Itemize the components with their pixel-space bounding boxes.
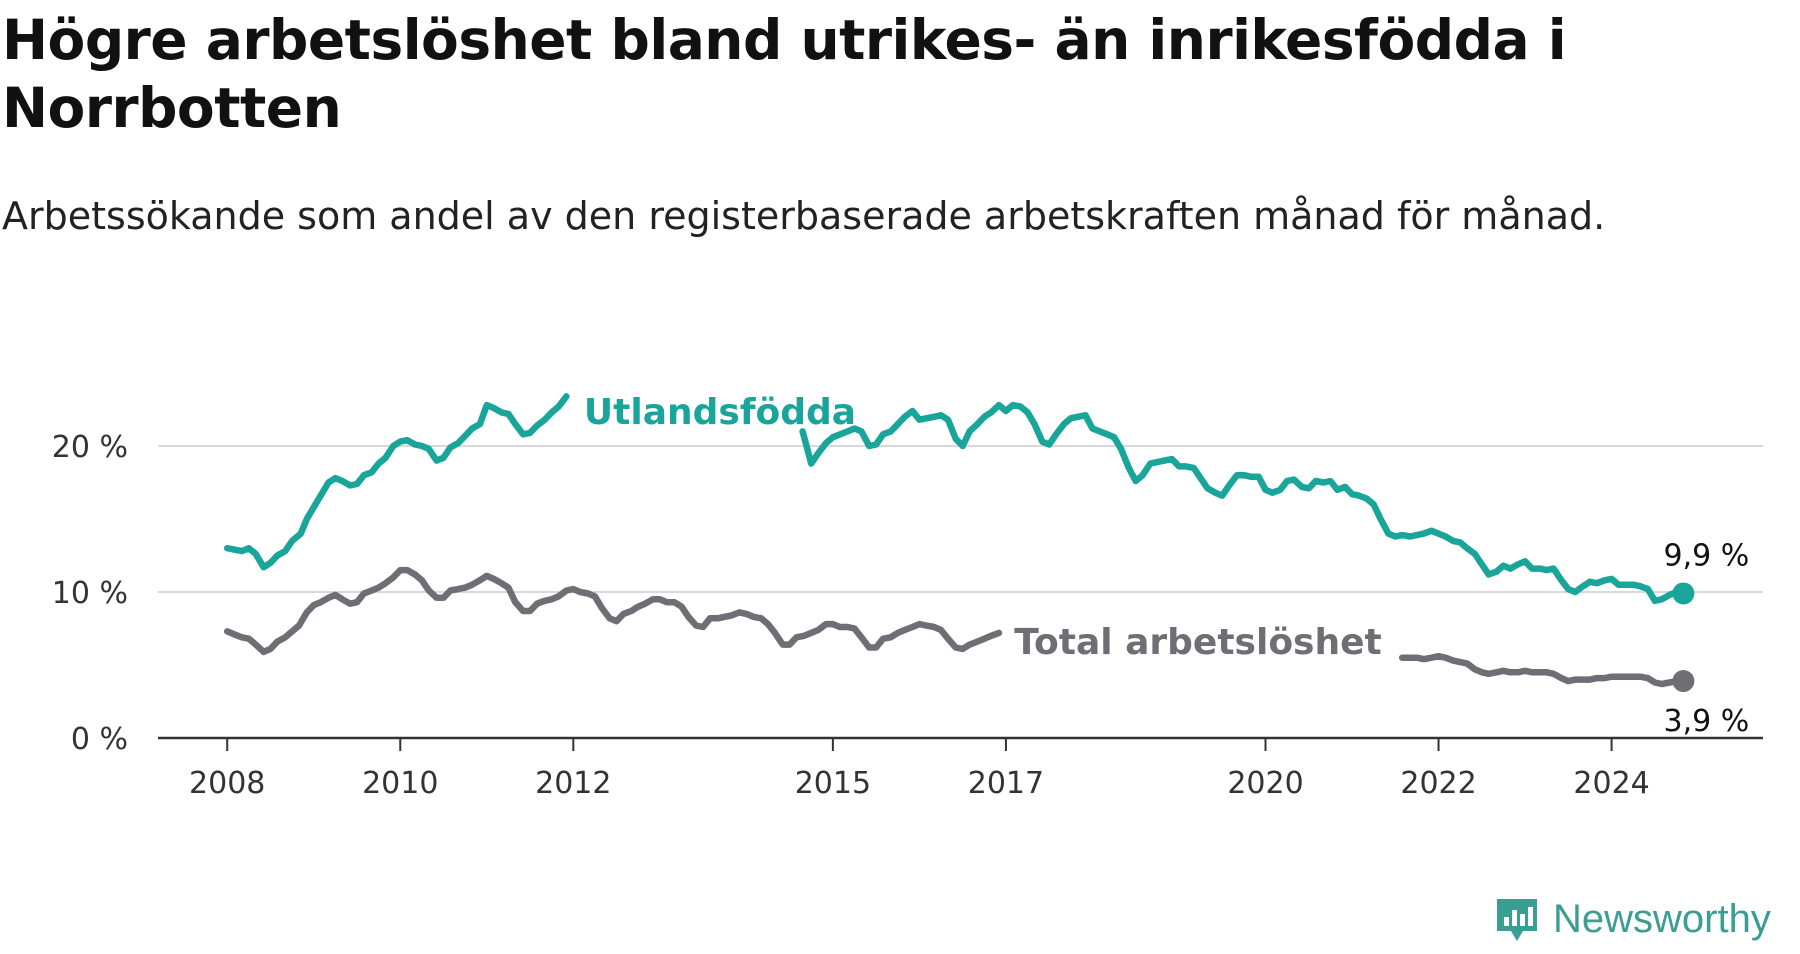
y-axis-ticks: 0 % 10 % 20 % (52, 430, 128, 757)
x-tick-label: 2008 (189, 766, 265, 801)
y-tick-label: 10 % (52, 576, 128, 611)
chart-title: Högre arbetslöshet bland utrikes- än inr… (2, 8, 1567, 140)
series-end-value-label: 9,9 % (1664, 538, 1750, 573)
brand-name: Newsworthy (1553, 896, 1771, 941)
series-labels: Utlandsfödda 9,9 % Total arbetslöshet 3,9 % (584, 392, 1749, 739)
chart-subtitle: Arbetssökande som andel av den registerb… (2, 194, 1606, 238)
series-name-label: Total arbetslöshet (1014, 622, 1382, 663)
x-tick-label: 2024 (1573, 766, 1649, 801)
x-tick-label: 2022 (1400, 766, 1476, 801)
grid-lines (158, 445, 1763, 740)
y-tick-label: 20 % (52, 430, 128, 465)
x-tick-label: 2012 (535, 766, 611, 801)
series-end-dot (1672, 582, 1695, 605)
newsworthy-logo-icon (1497, 899, 1537, 941)
series-line (223, 566, 1687, 688)
series-lines (223, 393, 1695, 693)
series-line (223, 393, 1687, 605)
x-tick-label: 2020 (1227, 766, 1303, 801)
x-axis-ticks: 2008 2010 2012 2015 2017 2020 2022 2024 (189, 738, 1650, 801)
y-tick-label: 0 % (71, 722, 128, 757)
series-end-dot (1672, 670, 1695, 693)
brand-logo: Newsworthy (1493, 884, 1771, 954)
x-tick-label: 2015 (795, 766, 871, 801)
series-end-value-label: 3,9 % (1664, 704, 1750, 739)
x-tick-label: 2010 (362, 766, 438, 801)
x-tick-label: 2017 (968, 766, 1044, 801)
series-name-label: Utlandsfödda (584, 392, 856, 433)
